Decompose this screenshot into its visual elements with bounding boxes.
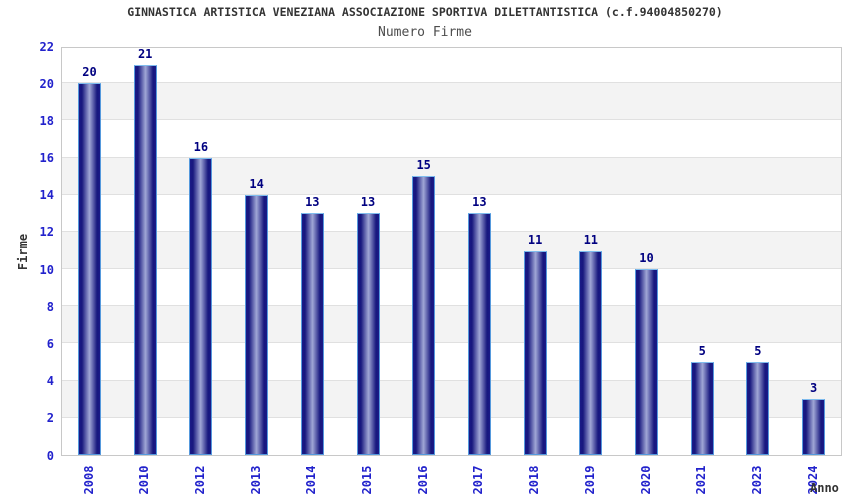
bar-value-label: 21 — [137, 46, 153, 61]
bar — [690, 362, 714, 455]
x-tick-label: 2017 — [471, 465, 486, 495]
y-tick-label: 10 — [39, 262, 54, 277]
grid-line — [62, 342, 841, 344]
bar-value-label: 13 — [305, 195, 320, 210]
plot-area: 20 21 16 14 13 13 15 13 11 11 10 5 5 3 — [61, 47, 842, 456]
y-tick-label: 8 — [46, 299, 54, 314]
x-tick-label: 2010 — [137, 465, 152, 495]
y-tick-label: 2 — [46, 411, 54, 426]
x-tick-label: 2012 — [192, 465, 207, 495]
bar — [523, 250, 547, 455]
grid-band — [62, 231, 841, 270]
bar-value-label: 20 — [82, 65, 97, 80]
bar — [579, 250, 603, 455]
grid-line — [62, 156, 841, 158]
bar-value-label: 15 — [416, 158, 431, 173]
y-tick-label: 16 — [39, 151, 54, 166]
grid-line — [62, 119, 841, 121]
bar — [78, 83, 101, 455]
x-tick-label: 2021 — [694, 465, 709, 495]
x-tick-label: 2013 — [248, 465, 263, 495]
y-tick-label: 0 — [46, 448, 54, 463]
x-tick-label: 2018 — [527, 465, 542, 495]
x-tick-label: 2023 — [749, 465, 764, 495]
grid-line — [62, 82, 841, 84]
bar — [133, 64, 157, 455]
bar-value-label: 14 — [249, 176, 264, 191]
x-axis-label: Anno — [810, 481, 839, 495]
bar — [356, 213, 380, 455]
bar-value-label: 5 — [698, 344, 706, 359]
bar-value-label: 3 — [809, 381, 818, 396]
grid-line — [62, 416, 841, 418]
bar — [412, 176, 436, 455]
bar — [746, 362, 770, 455]
bar — [802, 399, 826, 455]
bar — [300, 213, 324, 455]
x-tick-label: 2015 — [360, 465, 374, 495]
bar — [467, 213, 491, 455]
chart-subtitle: Numero Firme — [378, 25, 472, 40]
bar-value-label: 5 — [754, 344, 762, 359]
x-tick-label: 2020 — [638, 465, 653, 495]
y-tick-label: 22 — [39, 39, 54, 54]
x-tick-label: 2019 — [582, 465, 597, 495]
bar — [245, 194, 269, 455]
bar-value-label: 11 — [527, 232, 543, 247]
grid-line — [62, 193, 841, 195]
bar — [635, 269, 658, 455]
grid-line — [62, 230, 841, 232]
y-tick-label: 4 — [46, 374, 54, 389]
grid-line — [62, 379, 841, 381]
bar — [189, 157, 213, 455]
grid-band — [62, 306, 841, 344]
y-tick-label: 14 — [39, 188, 54, 203]
x-tick-label: 2008 — [81, 465, 96, 495]
bar-value-label: 13 — [472, 195, 487, 210]
grid-line — [62, 268, 841, 270]
bar-value-label: 13 — [360, 195, 376, 210]
x-tick-label: 2016 — [415, 465, 430, 495]
chart-title: GINNASTICA ARTISTICA VENEZIANA ASSOCIAZI… — [127, 5, 723, 19]
bar-value-label: 10 — [639, 251, 654, 266]
y-tick-label: 18 — [39, 113, 54, 128]
y-tick-label: 6 — [46, 336, 54, 351]
bar-value-label: 16 — [193, 139, 209, 154]
y-tick-label: 12 — [39, 225, 54, 240]
grid-band — [62, 83, 841, 121]
y-tick-label: 20 — [39, 76, 54, 91]
x-tick-label: 2014 — [304, 465, 319, 495]
grid-band — [62, 157, 841, 195]
grid-line — [62, 305, 841, 307]
grid-band — [62, 380, 841, 418]
bar-value-label: 11 — [583, 232, 599, 247]
